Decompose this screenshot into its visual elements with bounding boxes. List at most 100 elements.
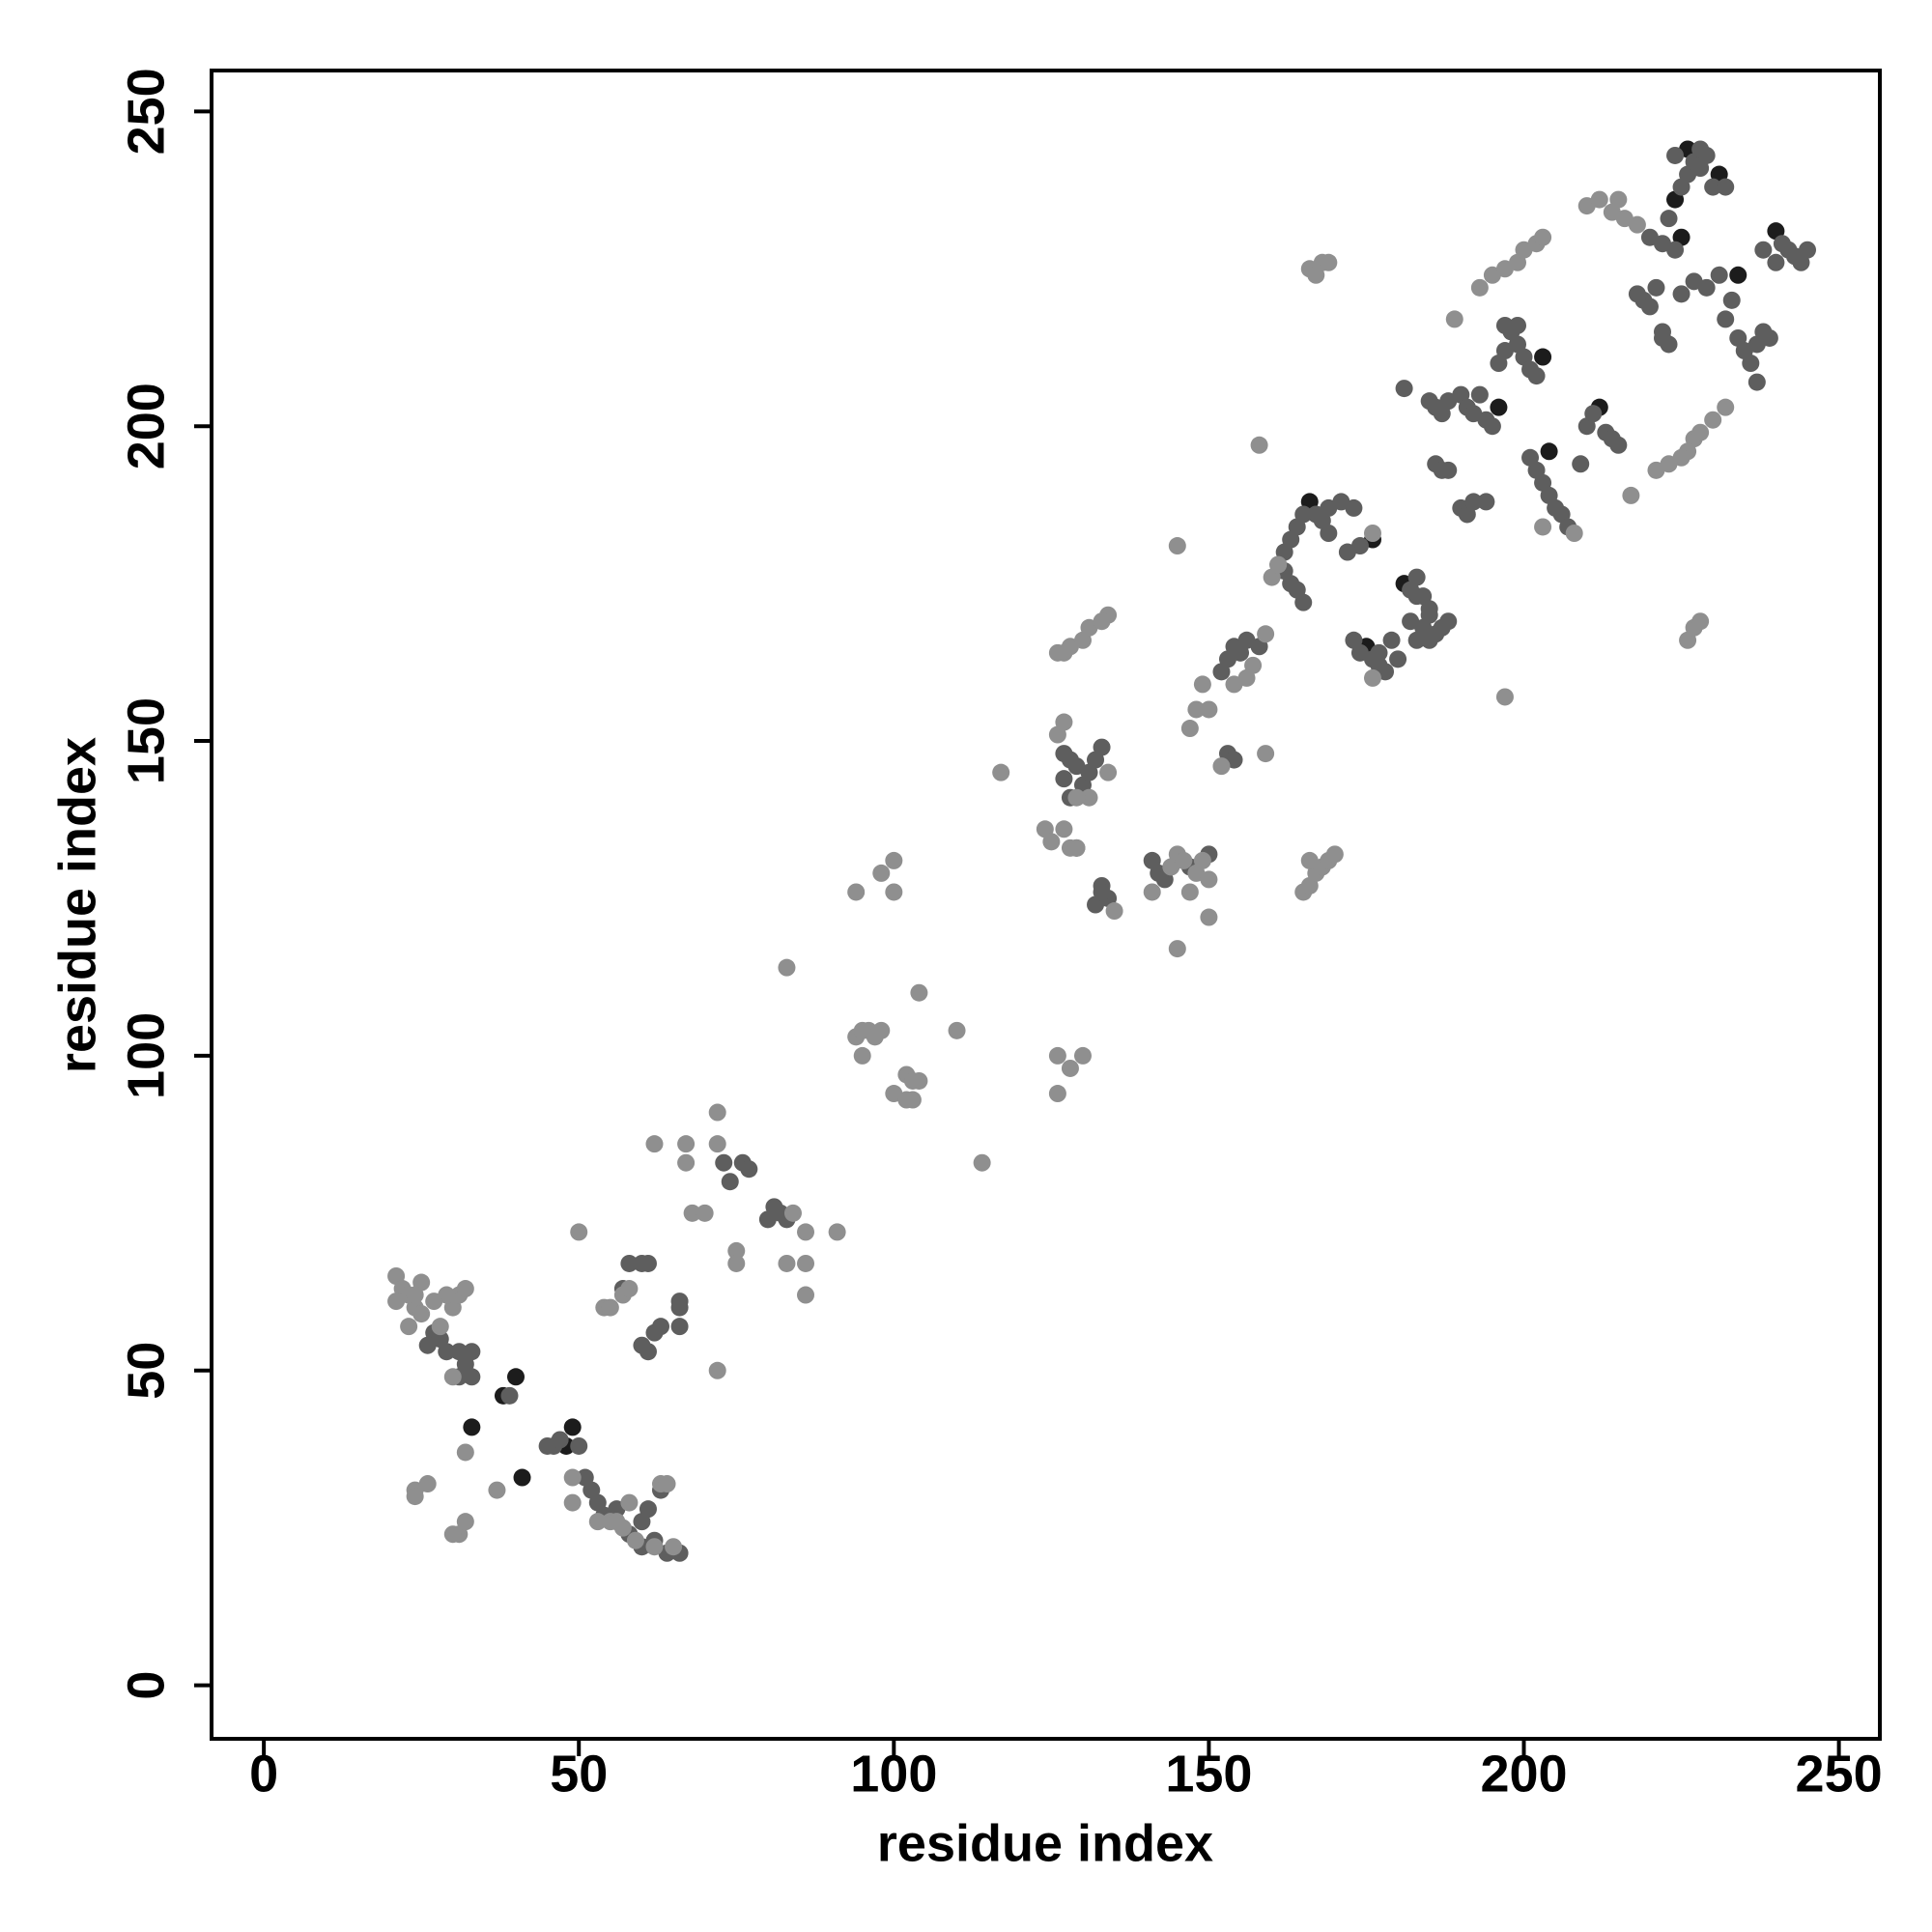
point: [853, 1046, 871, 1065]
point: [727, 1254, 746, 1272]
plot-marks: [387, 140, 1816, 1562]
point: [1508, 316, 1526, 334]
point: [715, 1153, 733, 1172]
point: [652, 1318, 670, 1336]
point: [1540, 442, 1558, 461]
point: [1490, 398, 1508, 416]
point: [1691, 612, 1710, 631]
point: [456, 1443, 474, 1462]
point: [973, 1153, 991, 1172]
point: [633, 1513, 651, 1531]
point: [1710, 266, 1728, 284]
point: [645, 1538, 664, 1556]
point: [1193, 675, 1211, 694]
point: [797, 1286, 815, 1304]
point: [1363, 668, 1381, 687]
point: [1420, 631, 1438, 649]
point: [1105, 902, 1123, 921]
point: [1666, 241, 1685, 259]
point: [665, 1538, 683, 1556]
point: [1257, 625, 1275, 643]
point: [1439, 461, 1458, 479]
point: [1143, 883, 1161, 901]
point: [1168, 940, 1186, 958]
point: [1760, 328, 1778, 347]
point: [601, 1298, 619, 1317]
point: [778, 1254, 796, 1272]
point: [1647, 278, 1665, 297]
point: [1722, 291, 1741, 309]
point: [551, 1431, 569, 1449]
point: [1200, 870, 1218, 889]
point: [708, 1135, 726, 1153]
point: [507, 1368, 526, 1386]
point: [1527, 367, 1546, 385]
point: [778, 958, 796, 977]
point: [633, 1254, 651, 1272]
x-tick-label: 200: [1480, 1745, 1567, 1803]
point: [387, 1293, 406, 1311]
point: [740, 1160, 758, 1179]
point: [463, 1418, 481, 1436]
point: [1200, 700, 1218, 719]
point: [872, 864, 891, 882]
point: [708, 1103, 726, 1122]
point: [1187, 700, 1206, 719]
point: [828, 1223, 846, 1241]
point: [1061, 1059, 1079, 1077]
point: [992, 763, 1010, 781]
point: [570, 1436, 588, 1455]
point: [683, 1204, 701, 1222]
point: [1666, 146, 1685, 164]
point: [633, 1336, 651, 1354]
point: [406, 1286, 424, 1304]
point: [797, 1254, 815, 1272]
point: [620, 1280, 639, 1298]
point: [1320, 253, 1338, 271]
point: [1590, 190, 1608, 209]
x-tick-label: 100: [850, 1745, 937, 1803]
point: [1370, 643, 1388, 662]
point: [500, 1386, 519, 1405]
point: [418, 1336, 437, 1354]
point: [910, 983, 928, 1002]
y-tick-label: 100: [117, 1012, 175, 1099]
point: [620, 1254, 639, 1272]
x-tick-label: 50: [550, 1745, 608, 1803]
point: [1212, 757, 1231, 776]
point: [1168, 537, 1186, 555]
point: [1470, 385, 1489, 404]
y-axis-label: residue index: [48, 737, 106, 1073]
point: [1320, 524, 1338, 542]
point: [563, 1493, 582, 1512]
point: [1073, 1046, 1092, 1065]
point: [620, 1493, 639, 1512]
y-tick-label: 150: [117, 697, 175, 784]
point: [1200, 908, 1218, 926]
point: [588, 1513, 607, 1531]
point: [903, 1091, 922, 1109]
point: [1767, 253, 1785, 271]
point: [1660, 210, 1678, 228]
point: [1093, 738, 1111, 756]
point: [727, 1241, 746, 1260]
point: [1640, 298, 1659, 316]
point: [1534, 518, 1552, 536]
y-tick-label: 50: [117, 1342, 175, 1400]
point: [1055, 770, 1073, 788]
point: [1294, 593, 1313, 611]
point: [488, 1481, 506, 1499]
point: [1080, 788, 1098, 807]
point: [456, 1280, 474, 1298]
point: [1439, 612, 1458, 631]
point: [1048, 1085, 1066, 1103]
point: [1420, 600, 1438, 618]
point: [1257, 745, 1275, 763]
point: [797, 1223, 815, 1241]
point: [1691, 140, 1710, 158]
point: [1099, 763, 1118, 781]
point: [1042, 833, 1061, 851]
point: [696, 1204, 714, 1222]
point: [1464, 493, 1483, 511]
point: [570, 1223, 588, 1241]
